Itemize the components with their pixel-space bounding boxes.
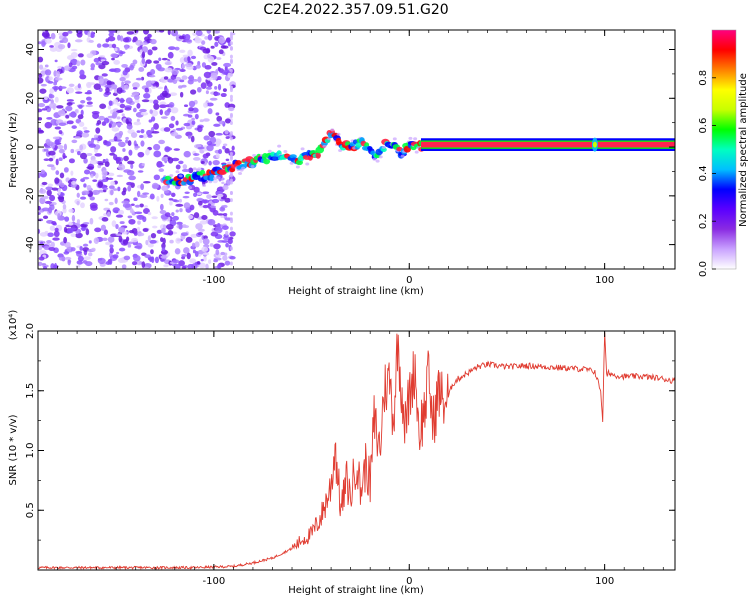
colorbar: 0.0 0.2 0.4 0.6 0.8 Normalized spectral ampl… xyxy=(698,29,749,277)
snr-plot-area xyxy=(38,331,675,570)
y-tick-label: 40 xyxy=(25,43,36,56)
x-tick-label: 0 xyxy=(406,275,412,286)
colorbar-tick-label: 0.8 xyxy=(698,70,709,86)
y-tick-label: -40 xyxy=(25,236,36,252)
x-tick-label: 100 xyxy=(595,576,614,587)
snr-ylabel: SNR (10 * v/v) xyxy=(8,414,19,485)
y-tick-label: 2.0 xyxy=(25,323,36,339)
x-tick-label: -100 xyxy=(203,576,226,587)
spectrogram-frame xyxy=(37,29,676,270)
spectrogram-xlabel: Height of straight line (km) xyxy=(288,286,424,297)
colorbar-ticks: 0.0 0.2 0.4 0.6 0.8 xyxy=(698,70,716,277)
heatmap-cells xyxy=(38,30,675,269)
y-tick-label: 0.5 xyxy=(25,502,36,518)
y-tick-label: 0 xyxy=(25,144,36,150)
y-tick-label: 1.5 xyxy=(25,383,36,399)
x-tick-label: -100 xyxy=(203,275,226,286)
chart-title: C2E4.2022.357.09.51.G20 xyxy=(263,2,448,18)
spectrogram-ticks: -100 0 100 -40 -20 0 20 40 xyxy=(25,30,675,286)
colorbar-tick-label: 0.4 xyxy=(698,165,709,181)
y-tick-label: 1.0 xyxy=(25,443,36,459)
snr-xlabel: Height of straight line (km) xyxy=(288,585,424,596)
spectrogram-ylabel: Frequency (Hz) xyxy=(8,112,19,188)
snr-panel: -100 0 100 0.5 1.0 1.5 2.0 Height of straight … xyxy=(8,310,676,596)
colorbar-tick-label: 0.2 xyxy=(698,213,709,229)
colorbar-tick-label: 0.0 xyxy=(698,261,709,277)
snr-series-line xyxy=(38,332,675,570)
colorbar-label: Normalized spectral amplitude xyxy=(738,73,749,227)
snr-multiplier: (x10⁴) xyxy=(8,310,19,341)
spectrogram-panel: -100 0 100 -40 -20 0 20 40 Height of straight l… xyxy=(8,29,676,297)
snr-ticks: -100 0 100 0.5 1.0 1.5 2.0 xyxy=(25,323,675,587)
colorbar-tick-label: 0.6 xyxy=(698,118,709,134)
y-tick-label: 20 xyxy=(25,92,36,105)
x-tick-label: 100 xyxy=(595,275,614,286)
colorbar-gradient xyxy=(712,30,736,269)
x-tick-label: 0 xyxy=(406,576,412,587)
y-tick-label: -20 xyxy=(25,188,36,204)
colorbar-frame xyxy=(711,29,737,270)
